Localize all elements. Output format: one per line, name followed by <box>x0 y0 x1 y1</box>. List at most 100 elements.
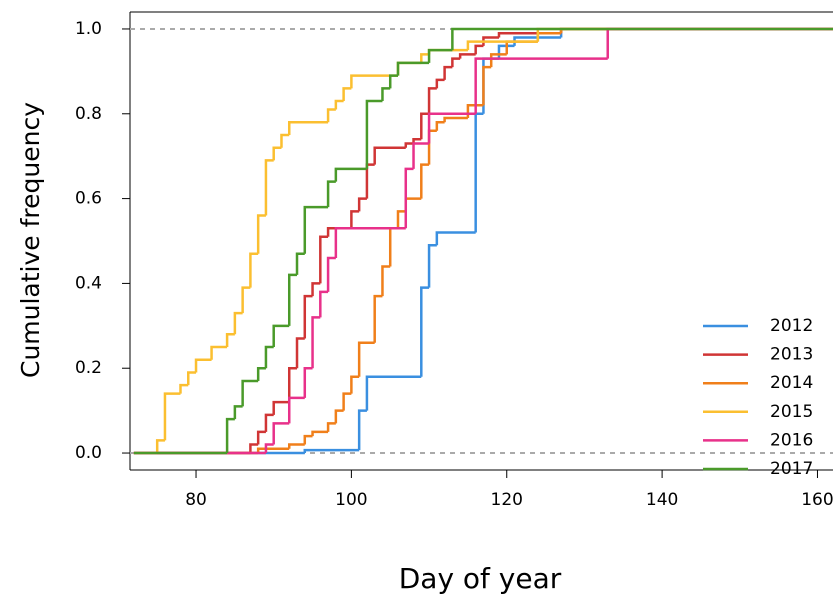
y-tick-label: 0.6 <box>75 189 102 209</box>
step-segment <box>513 36 562 46</box>
step-segment <box>326 108 336 123</box>
step-segment <box>365 99 383 169</box>
step-segment <box>357 197 367 212</box>
step-segment <box>489 53 507 68</box>
step-segment <box>435 78 445 89</box>
step-segment <box>451 27 833 51</box>
y-axis-label: Cumulative frequency <box>16 102 45 378</box>
step-segment <box>466 40 538 51</box>
step-segment <box>474 57 608 114</box>
x-tick-label: 80 <box>185 490 207 510</box>
step-segment <box>559 27 833 38</box>
step-segment <box>249 252 259 288</box>
step-segment <box>326 180 336 208</box>
step-segment <box>381 87 391 102</box>
step-segment <box>443 65 453 80</box>
plot-area <box>130 27 833 455</box>
step-segment <box>272 422 290 445</box>
step-segment <box>350 74 398 89</box>
step-segment <box>241 286 251 314</box>
step-segment <box>319 235 329 284</box>
step-segment <box>287 443 305 449</box>
step-segment <box>287 366 298 403</box>
step-segment <box>350 210 360 229</box>
step-segment <box>241 379 259 407</box>
step-segment <box>412 142 430 169</box>
step-segment <box>427 112 476 144</box>
step-segment <box>264 345 274 369</box>
step-segment <box>412 137 422 144</box>
step-segment <box>303 294 313 339</box>
step-segment <box>365 163 375 199</box>
step-segment <box>319 290 329 318</box>
step-segment <box>272 146 282 161</box>
step-segment <box>482 65 492 106</box>
step-segment <box>396 61 422 76</box>
step-segment <box>365 375 422 411</box>
step-segment <box>420 286 430 377</box>
x-axis-label: Day of year <box>399 562 562 595</box>
step-segment <box>606 27 833 59</box>
step-segment <box>350 375 360 394</box>
step-segment <box>303 205 329 254</box>
step-segment <box>404 142 414 148</box>
step-segment <box>264 443 274 454</box>
x-tick-label: 120 <box>491 490 523 510</box>
step-segment <box>505 40 538 55</box>
step-segment <box>443 116 468 123</box>
step-segment <box>357 409 367 451</box>
step-segment <box>427 87 437 114</box>
step-segment <box>435 121 445 131</box>
series <box>133 27 833 455</box>
step-segment <box>210 345 228 360</box>
step-segment <box>420 112 430 140</box>
legend-label: 2013 <box>770 345 813 365</box>
step-segment <box>280 133 290 148</box>
step-segment <box>482 36 499 46</box>
step-segment <box>388 227 398 267</box>
step-segment <box>388 74 398 89</box>
step-segment <box>287 396 305 424</box>
step-segment <box>233 311 243 335</box>
legend-label: 2017 <box>770 459 813 479</box>
step-segment <box>396 61 430 76</box>
step-segment <box>326 227 352 237</box>
step-segment <box>451 57 461 68</box>
step-segment <box>295 252 305 275</box>
step-segment <box>435 231 476 246</box>
step-segment <box>303 366 313 398</box>
x-tick-label: 140 <box>646 490 678 510</box>
step-segment <box>256 366 266 381</box>
step-segment <box>163 392 181 441</box>
legend-label: 2012 <box>770 316 813 336</box>
step-segment <box>357 341 375 377</box>
step-segment <box>155 439 165 454</box>
step-segment <box>404 197 422 212</box>
step-segment <box>334 99 344 110</box>
step-segment <box>311 316 321 369</box>
step-segment <box>303 434 313 445</box>
y-tick-label: 0.4 <box>75 273 102 293</box>
step-segment <box>474 112 484 233</box>
step-segment <box>287 273 298 326</box>
step-segment <box>179 383 189 394</box>
step-segment <box>373 294 383 343</box>
y-tick-label: 1.0 <box>75 19 102 39</box>
step-segment <box>264 159 274 216</box>
y-tick-label: 0.0 <box>75 443 102 463</box>
series <box>133 27 833 455</box>
step-segment <box>287 121 329 135</box>
step-segment <box>233 405 243 420</box>
step-segment <box>373 146 406 165</box>
x-tick-label: 160 <box>801 490 833 510</box>
step-segment <box>264 413 274 432</box>
step-segment <box>381 265 391 297</box>
x-tick-label: 100 <box>335 490 367 510</box>
step-segment <box>256 430 266 445</box>
step-segment <box>272 400 290 415</box>
legend-label: 2015 <box>770 402 813 422</box>
step-segment <box>396 210 406 229</box>
step-segment <box>420 163 430 199</box>
step-segment <box>311 282 321 297</box>
